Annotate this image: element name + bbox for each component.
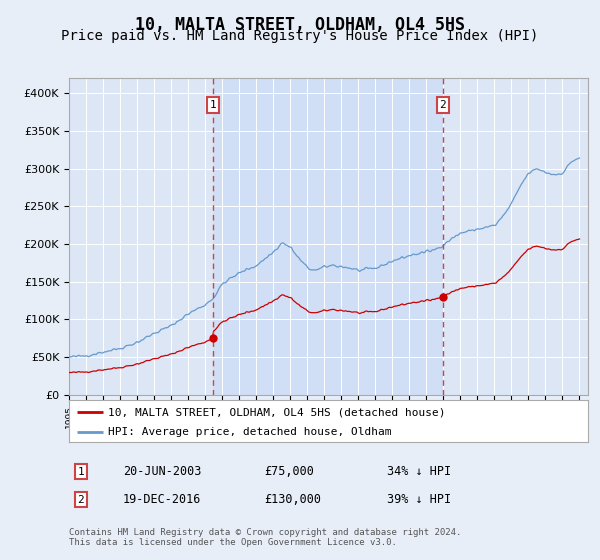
Text: 1: 1 bbox=[77, 466, 85, 477]
Text: 34% ↓ HPI: 34% ↓ HPI bbox=[387, 465, 451, 478]
Bar bbox=[213, 78, 443, 395]
Text: 19-DEC-2016: 19-DEC-2016 bbox=[123, 493, 202, 506]
Text: 2: 2 bbox=[439, 100, 446, 110]
Text: 10, MALTA STREET, OLDHAM, OL4 5HS (detached house): 10, MALTA STREET, OLDHAM, OL4 5HS (detac… bbox=[108, 407, 445, 417]
Text: 20-JUN-2003: 20-JUN-2003 bbox=[123, 465, 202, 478]
Text: 10, MALTA STREET, OLDHAM, OL4 5HS: 10, MALTA STREET, OLDHAM, OL4 5HS bbox=[135, 16, 465, 34]
Text: 2: 2 bbox=[77, 494, 85, 505]
Text: 1: 1 bbox=[210, 100, 217, 110]
Text: £130,000: £130,000 bbox=[264, 493, 321, 506]
Text: Price paid vs. HM Land Registry's House Price Index (HPI): Price paid vs. HM Land Registry's House … bbox=[61, 29, 539, 43]
Text: HPI: Average price, detached house, Oldham: HPI: Average price, detached house, Oldh… bbox=[108, 427, 391, 437]
Text: £75,000: £75,000 bbox=[264, 465, 314, 478]
Text: 39% ↓ HPI: 39% ↓ HPI bbox=[387, 493, 451, 506]
Text: Contains HM Land Registry data © Crown copyright and database right 2024.
This d: Contains HM Land Registry data © Crown c… bbox=[69, 528, 461, 547]
